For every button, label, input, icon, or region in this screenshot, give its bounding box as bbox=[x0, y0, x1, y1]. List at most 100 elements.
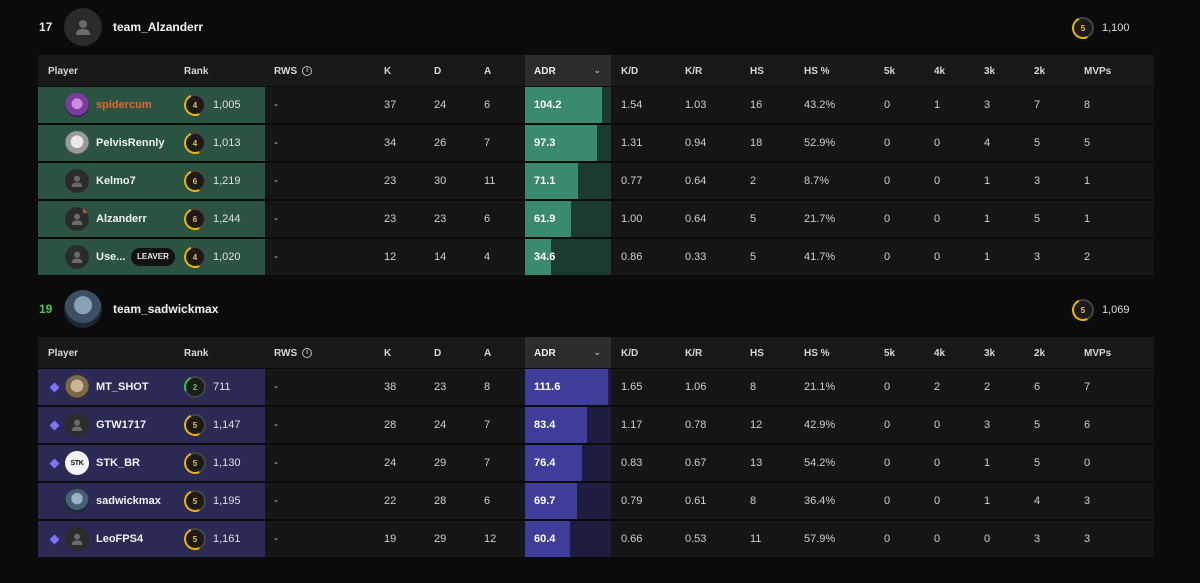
adr-bar bbox=[525, 369, 608, 405]
col-kr[interactable]: K/R bbox=[685, 348, 703, 359]
col-kr[interactable]: K/R bbox=[685, 66, 703, 77]
team-header: 17 team_Alzanderr 5 1,100 bbox=[0, 4, 1200, 46]
col-hs-pct[interactable]: HS % bbox=[804, 348, 830, 359]
3k-value: 4 bbox=[984, 137, 991, 149]
skill-level-icon: 6 bbox=[184, 208, 206, 230]
col-5k[interactable]: 5k bbox=[884, 66, 896, 77]
elo-value: 1,161 bbox=[213, 533, 241, 545]
col-2k[interactable]: 2k bbox=[1034, 348, 1046, 359]
team-name[interactable]: team_Alzanderr bbox=[113, 20, 204, 34]
player-avatar[interactable] bbox=[65, 169, 89, 193]
col-4k[interactable]: 4k bbox=[934, 348, 946, 359]
player-cell[interactable]: Use... LEAVER 4 1,020 bbox=[38, 239, 265, 275]
player-cell[interactable]: STK STK_BR 5 1,130 bbox=[38, 445, 265, 481]
col-rws[interactable]: RWS i bbox=[274, 66, 313, 77]
3k-value: 2 bbox=[984, 381, 991, 393]
player-cell[interactable]: LeoFPS4 5 1,161 bbox=[38, 521, 265, 557]
player-cell[interactable]: sadwickmax 5 1,195 bbox=[38, 483, 265, 519]
player-avatar[interactable] bbox=[65, 375, 89, 399]
4k-value: 0 bbox=[934, 213, 941, 225]
col-player[interactable]: Player bbox=[48, 348, 79, 359]
player-name[interactable]: Kelmo7 bbox=[96, 175, 136, 187]
4k-value: 1 bbox=[934, 99, 941, 111]
2k-value: 5 bbox=[1034, 457, 1041, 469]
player-name[interactable]: LeoFPS4 bbox=[96, 533, 144, 545]
adr-bar bbox=[525, 87, 603, 123]
player-name[interactable]: spidercum bbox=[96, 99, 152, 111]
skill-level-icon: 5 bbox=[1072, 299, 1094, 321]
col-a[interactable]: A bbox=[484, 66, 492, 77]
col-5k[interactable]: 5k bbox=[884, 348, 896, 359]
player-name[interactable]: sadwickmax bbox=[96, 495, 161, 507]
col-mvps[interactable]: MVPs bbox=[1084, 66, 1112, 77]
team-avatar[interactable] bbox=[64, 8, 102, 46]
deaths-value: 24 bbox=[434, 99, 447, 111]
5k-value: 0 bbox=[884, 419, 891, 431]
assists-value: 7 bbox=[484, 457, 491, 469]
col-a[interactable]: A bbox=[484, 348, 492, 359]
col-kd[interactable]: K/D bbox=[621, 348, 639, 359]
player-cell[interactable]: spidercum 4 1,005 bbox=[38, 87, 265, 123]
rws-value: - bbox=[274, 213, 278, 225]
col-adr-sorted[interactable]: ADR ⌄ bbox=[525, 337, 611, 368]
col-k[interactable]: K bbox=[384, 348, 392, 359]
player-name[interactable]: Alzanderr bbox=[96, 213, 147, 225]
col-hs-pct[interactable]: HS % bbox=[804, 66, 830, 77]
col-player[interactable]: Player bbox=[48, 66, 79, 77]
col-rank[interactable]: Rank bbox=[184, 348, 209, 359]
player-cell[interactable]: PelvisRennly 4 1,013 bbox=[38, 125, 265, 161]
rws-value: - bbox=[274, 175, 278, 187]
rws-value: - bbox=[274, 251, 278, 263]
col-rank[interactable]: Rank bbox=[184, 66, 209, 77]
kills-value: 12 bbox=[384, 251, 397, 263]
col-3k[interactable]: 3k bbox=[984, 348, 996, 359]
col-d[interactable]: D bbox=[434, 66, 442, 77]
hs-pct-value: 36.4% bbox=[804, 495, 836, 507]
adr-cell: 97.3 bbox=[525, 125, 611, 161]
team-name[interactable]: team_sadwickmax bbox=[113, 302, 219, 316]
player-name[interactable]: Use... bbox=[96, 251, 126, 263]
hs-value: 5 bbox=[750, 213, 757, 225]
kd-value: 0.83 bbox=[621, 457, 643, 469]
2k-value: 5 bbox=[1034, 137, 1041, 149]
kd-value: 1.17 bbox=[621, 419, 643, 431]
mvps-value: 1 bbox=[1084, 175, 1091, 187]
player-avatar[interactable]: STK bbox=[65, 451, 89, 475]
assists-value: 7 bbox=[484, 137, 491, 149]
player-name[interactable]: STK_BR bbox=[96, 457, 141, 469]
player-name[interactable]: GTW1717 bbox=[96, 419, 147, 431]
player-name[interactable]: PelvisRennly bbox=[96, 137, 165, 149]
col-d[interactable]: D bbox=[434, 348, 442, 359]
player-cell[interactable]: Alzanderr 6 1,244 bbox=[38, 201, 265, 237]
player-avatar[interactable] bbox=[65, 93, 89, 117]
col-3k[interactable]: 3k bbox=[984, 66, 996, 77]
col-rws[interactable]: RWS i bbox=[274, 348, 313, 359]
player-cell[interactable]: MT_SHOT 2 711 bbox=[38, 369, 265, 405]
kd-value: 0.77 bbox=[621, 175, 643, 187]
player-avatar[interactable] bbox=[65, 131, 89, 155]
col-k[interactable]: K bbox=[384, 66, 392, 77]
player-avatar[interactable] bbox=[65, 245, 89, 269]
hs-value: 18 bbox=[750, 137, 763, 149]
col-2k[interactable]: 2k bbox=[1034, 66, 1046, 77]
adr-bar bbox=[525, 163, 578, 199]
col-4k[interactable]: 4k bbox=[934, 66, 946, 77]
player-avatar[interactable] bbox=[65, 207, 89, 231]
col-hs[interactable]: HS bbox=[750, 348, 764, 359]
col-adr-sorted[interactable]: ADR ⌄ bbox=[525, 55, 611, 86]
player-cell[interactable]: GTW1717 5 1,147 bbox=[38, 407, 265, 443]
player-name[interactable]: MT_SHOT bbox=[96, 381, 149, 393]
kr-value: 1.03 bbox=[685, 99, 707, 111]
4k-value: 0 bbox=[934, 175, 941, 187]
info-icon[interactable]: i bbox=[302, 348, 313, 359]
player-avatar[interactable] bbox=[65, 413, 89, 437]
col-mvps[interactable]: MVPs bbox=[1084, 348, 1112, 359]
col-kd[interactable]: K/D bbox=[621, 66, 639, 77]
info-icon[interactable]: i bbox=[302, 66, 313, 77]
player-avatar[interactable] bbox=[65, 489, 89, 513]
5k-value: 0 bbox=[884, 457, 891, 469]
team-avatar[interactable] bbox=[64, 290, 102, 328]
col-hs[interactable]: HS bbox=[750, 66, 764, 77]
player-cell[interactable]: Kelmo7 6 1,219 bbox=[38, 163, 265, 199]
player-avatar[interactable] bbox=[65, 527, 89, 551]
